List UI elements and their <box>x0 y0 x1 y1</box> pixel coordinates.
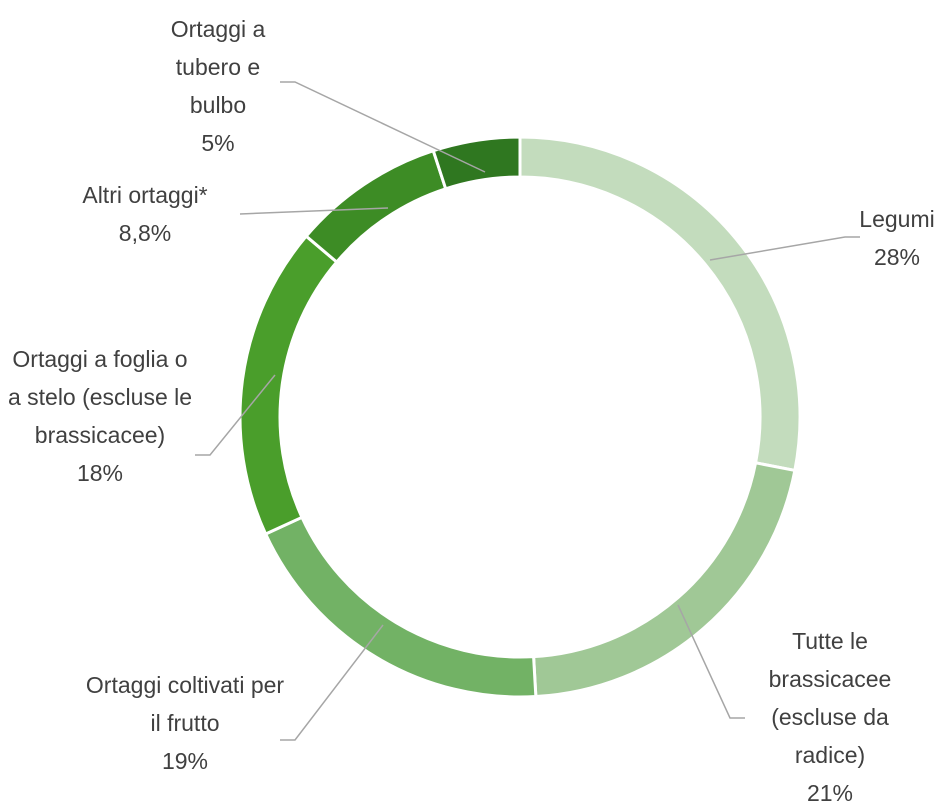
category-label: Ortaggi a tubero e bulbo <box>170 16 266 118</box>
slice <box>431 135 522 191</box>
category-label: Ortaggi coltivati per il frutto <box>85 672 285 736</box>
slice-label: Ortaggi a tubero e bulbo 5% <box>158 10 278 162</box>
slice <box>304 148 448 265</box>
slice <box>238 234 339 537</box>
value-label: 19% <box>161 748 209 774</box>
leader-line <box>280 624 384 741</box>
leader-line <box>677 604 745 719</box>
leader-line <box>195 374 276 456</box>
leader-lines <box>195 81 860 741</box>
value-label: 28% <box>873 244 921 270</box>
value-label: 21% <box>806 780 854 806</box>
slice <box>263 515 538 699</box>
category-label: Ortaggi a foglia o a stelo (escluse le b… <box>7 346 193 448</box>
value-label: 18% <box>76 460 124 486</box>
slice-label: Legumi 28% <box>847 200 947 276</box>
value-label: 5% <box>201 130 235 156</box>
slice-label: Altri ortaggi* 8,8% <box>45 176 245 252</box>
slice <box>518 135 802 473</box>
slice-label: Ortaggi coltivati per il frutto 19% <box>85 666 285 780</box>
leader-line <box>239 207 389 215</box>
leader-line <box>709 236 860 261</box>
leader-line <box>280 81 486 173</box>
category-label: Altri ortaggi* <box>82 182 208 208</box>
category-label: Legumi <box>859 206 935 232</box>
slices <box>238 135 802 699</box>
category-label: Tutte le brassicacee (escluse da radice) <box>768 628 892 768</box>
slice-label: Ortaggi a foglia o a stelo (escluse le b… <box>5 340 195 492</box>
value-label: 8,8% <box>118 220 172 246</box>
slice-label: Tutte le brassicacee (escluse da radice)… <box>745 622 915 810</box>
